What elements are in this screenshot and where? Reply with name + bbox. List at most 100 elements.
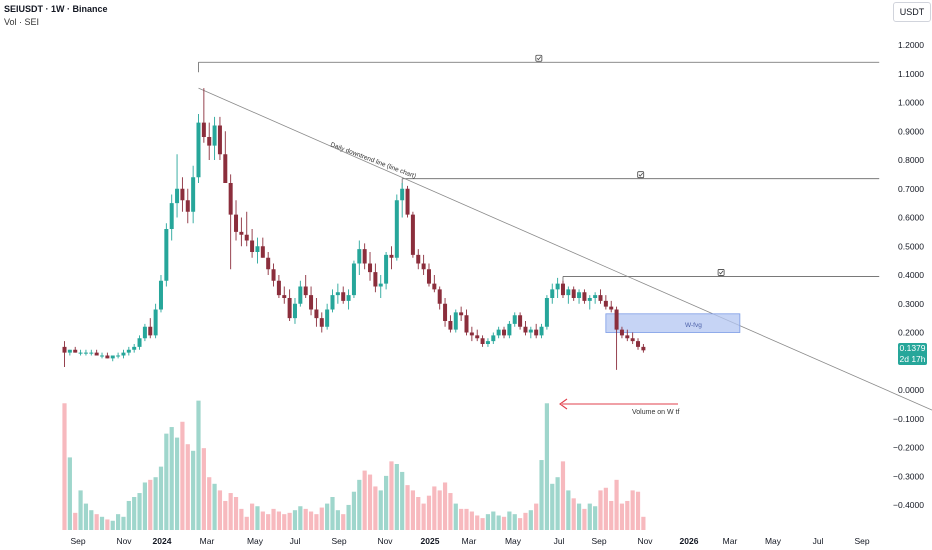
candle-body xyxy=(560,283,565,296)
volume-bar xyxy=(346,504,351,530)
candle-body xyxy=(223,154,228,183)
volume-bar xyxy=(260,511,265,530)
volume-bar xyxy=(110,520,115,530)
x-axis-tick-label: Jul xyxy=(290,536,301,546)
volume-bar xyxy=(212,483,217,530)
candle-body xyxy=(228,183,233,215)
checkbox-icon[interactable] xyxy=(535,54,543,62)
candle-body xyxy=(319,318,324,327)
candle-body xyxy=(426,269,431,284)
bar-countdown: 2d 17h xyxy=(899,354,926,364)
volume-bar xyxy=(442,482,448,530)
trendline-group xyxy=(198,87,932,450)
volume-bar xyxy=(105,519,110,530)
candle-body xyxy=(83,352,88,354)
candle-body xyxy=(394,200,399,258)
x-axis-tick-label: 2026 xyxy=(680,536,699,546)
candle-body xyxy=(459,312,464,316)
volume-bar xyxy=(201,448,206,530)
volume-bar xyxy=(287,512,292,530)
candle-body xyxy=(346,295,351,301)
volume-bar xyxy=(325,503,330,530)
volume-bar xyxy=(223,500,228,530)
volume-bar xyxy=(389,461,394,530)
volume-bar xyxy=(373,486,378,530)
y-axis-tick-label: −0.3000 xyxy=(893,471,924,481)
x-axis-tick-label: Mar xyxy=(462,536,477,546)
volume-bar xyxy=(153,477,158,530)
candle-body xyxy=(244,234,249,241)
candle-body xyxy=(351,263,356,296)
x-axis-tick-label: Sep xyxy=(331,536,346,546)
volume-bar xyxy=(416,497,421,530)
candle-body xyxy=(357,249,362,264)
volume-bar xyxy=(62,403,67,530)
candle-body xyxy=(94,352,99,356)
candle-body xyxy=(191,177,196,212)
y-axis-tick-label: 0.4000 xyxy=(898,270,924,280)
x-axis-tick-label: Sep xyxy=(70,536,85,546)
downtrend-line[interactable] xyxy=(198,87,932,450)
candle-body xyxy=(62,346,67,353)
candle-body xyxy=(598,295,603,301)
candle-body xyxy=(100,355,105,357)
volume-bar xyxy=(89,510,94,530)
candle-body xyxy=(292,303,297,319)
volume-bar xyxy=(603,487,608,530)
x-axis: Sep Nov 2024 Mar May Jul Sep Nov 2025 Mar May Jul Se… xyxy=(70,536,869,546)
candle-body xyxy=(137,338,142,347)
volume-bar xyxy=(228,493,233,530)
currency-unit-button[interactable]: USDT xyxy=(893,2,931,22)
volume-bar xyxy=(121,516,126,530)
candle-body xyxy=(271,269,276,281)
candle-body xyxy=(566,289,571,296)
volume-bar xyxy=(410,490,415,530)
x-axis-tick-label: 2024 xyxy=(153,536,172,546)
volume-bar xyxy=(207,477,212,530)
x-axis-tick-label: Mar xyxy=(723,536,738,546)
checkbox-icon[interactable] xyxy=(717,269,725,276)
candle-body xyxy=(378,283,383,287)
candle-body xyxy=(496,329,501,336)
checkmark-icon xyxy=(719,270,724,275)
candle-body xyxy=(448,321,453,330)
candle-body xyxy=(330,295,335,310)
volume-bar xyxy=(512,514,517,530)
candle-body xyxy=(518,315,523,327)
volume-bar xyxy=(67,457,72,530)
volume-bar xyxy=(282,514,287,530)
volume-bar xyxy=(426,495,432,530)
x-axis-tick-label: Sep xyxy=(854,536,869,546)
candle-body xyxy=(207,137,212,146)
fvg-zone[interactable] xyxy=(605,313,741,333)
candle-body xyxy=(234,214,239,232)
candle-body xyxy=(196,122,201,178)
volume-bar xyxy=(582,508,587,530)
candle-body xyxy=(384,254,389,284)
candle-body xyxy=(437,289,442,304)
candle-body xyxy=(453,312,458,330)
volume-bar xyxy=(250,503,255,530)
candle-body xyxy=(175,188,180,204)
candle-body xyxy=(480,338,485,344)
x-axis-tick-label: May xyxy=(505,536,522,546)
y-axis-tick-label: −0.1000 xyxy=(893,414,924,424)
volume-bar xyxy=(308,511,314,530)
volume-bar xyxy=(126,500,131,530)
candle-body xyxy=(368,263,373,273)
volume-bar xyxy=(625,500,630,530)
volume-bar xyxy=(180,421,185,530)
checkbox-icon[interactable] xyxy=(637,171,645,179)
candle-body xyxy=(593,295,598,298)
candle-body xyxy=(432,283,437,290)
volume-bar xyxy=(394,464,399,530)
volume-bar xyxy=(635,491,641,530)
volume-bar xyxy=(550,483,555,530)
candle-body xyxy=(609,306,614,310)
volume-bar xyxy=(314,514,319,530)
volume-bar xyxy=(560,461,566,530)
volume-bar xyxy=(453,503,458,530)
candle-body xyxy=(212,125,217,146)
volume-bar xyxy=(185,444,190,530)
